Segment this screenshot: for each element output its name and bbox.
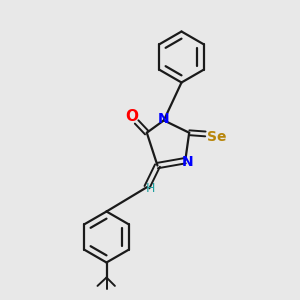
Text: Se: Se bbox=[207, 130, 226, 144]
Text: O: O bbox=[125, 109, 138, 124]
Text: N: N bbox=[158, 112, 169, 126]
Text: H: H bbox=[146, 182, 155, 195]
Text: N: N bbox=[181, 155, 193, 169]
